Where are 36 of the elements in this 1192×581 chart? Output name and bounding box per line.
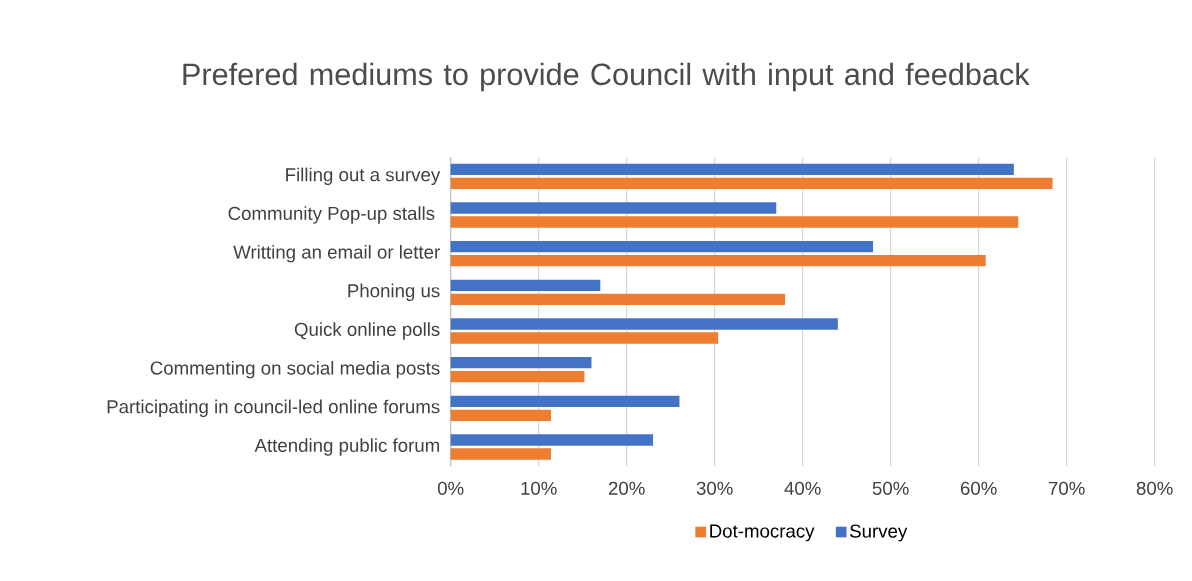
bar	[450, 202, 777, 214]
y-tick-label: Filling out a survey	[286, 167, 441, 186]
bar	[450, 279, 601, 291]
legend-label: Survey	[850, 524, 908, 542]
x-tick-label: 30%	[696, 481, 733, 495]
y-tick-label: Participating in council-led online forums	[107, 399, 440, 418]
bar	[450, 409, 551, 421]
bar	[450, 434, 654, 446]
legend-label: Dot-mocracy	[710, 524, 815, 542]
x-tick-label: 40%	[784, 481, 821, 495]
bar	[450, 448, 551, 460]
x-tick-label: 60%	[960, 481, 997, 495]
y-tick-label: Community Pop-up stalls	[228, 206, 435, 224]
bar	[450, 318, 838, 330]
bar	[450, 163, 1014, 175]
x-tick-label: 70%	[1048, 481, 1085, 495]
y-tick-label: Commenting on social media posts	[150, 360, 440, 379]
y-tick-label: Writting an email or letter	[233, 244, 440, 263]
y-tick-label: Quick online polls	[294, 322, 440, 340]
x-tick-label: 10%	[521, 481, 557, 495]
bar	[450, 356, 592, 369]
y-tick-label: Attending public forum	[254, 438, 439, 456]
bar	[450, 370, 585, 383]
bar	[450, 177, 1053, 189]
bar	[450, 240, 874, 253]
y-tick-label: Phoning us	[348, 283, 440, 302]
chart-title: Prefered mediums to provide Council with input and feedback	[183, 62, 1030, 92]
x-tick-label: 80%	[1136, 481, 1173, 495]
bar	[450, 293, 786, 305]
bar	[450, 395, 680, 407]
x-tick-label: 20%	[608, 481, 645, 495]
bar	[450, 216, 1019, 228]
x-tick-label: 0%	[437, 481, 464, 495]
x-tick-label: 50%	[872, 481, 909, 495]
bar	[450, 332, 719, 344]
bar	[450, 254, 986, 267]
